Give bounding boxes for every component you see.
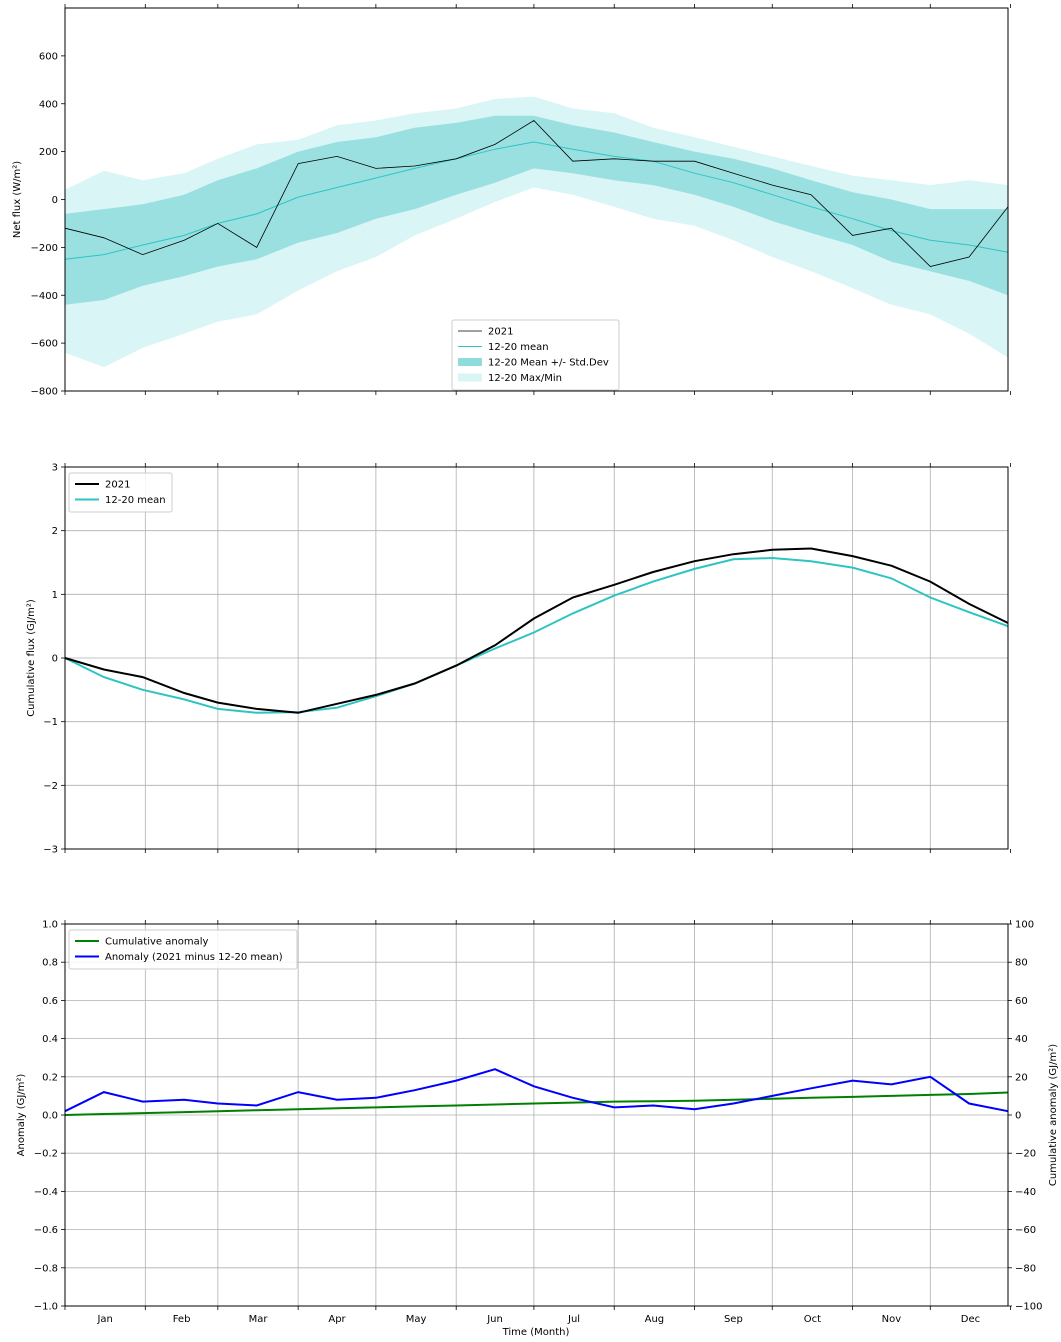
- month-label: Jul: [567, 1314, 580, 1325]
- series-line: [64, 547, 1009, 714]
- month-label: May: [406, 1314, 427, 1325]
- y-right-tick-label: −80: [1015, 1263, 1036, 1274]
- y-tick-label: −1: [43, 717, 58, 728]
- y-axis-title: Anomaly (GJ/m²): [16, 1074, 27, 1157]
- legend-label: 12-20 Mean +/- Std.Dev: [488, 358, 609, 369]
- y-tick-label: −1.0: [34, 1302, 58, 1313]
- net-flux-panel: −800 −600 −400 −200 0 200 400 600 Net flux (W/m²…: [12, 4, 1011, 398]
- y-tick-label: 0.6: [42, 996, 58, 1007]
- legend-label: 2021: [105, 480, 130, 491]
- y-right-tick-label: 60: [1015, 996, 1028, 1007]
- legend-label: 12-20 Max/Min: [488, 373, 562, 384]
- month-label: Sep: [724, 1314, 743, 1325]
- month-label: Jan: [96, 1314, 112, 1325]
- y-tick-label: 600: [39, 51, 58, 62]
- y-tick-label: 1.0: [42, 920, 58, 931]
- legend-box: [451, 319, 620, 391]
- month-label: Oct: [804, 1314, 821, 1325]
- y-right-tick-label: −100: [1015, 1302, 1042, 1313]
- plot-frame: [64, 923, 1009, 1307]
- month-label: Feb: [173, 1314, 191, 1325]
- month-label: Apr: [328, 1314, 346, 1325]
- legend-label: 12-20 mean: [488, 342, 549, 353]
- y-tick-label: 0.8: [42, 958, 58, 969]
- y-tick-label: 0.0: [42, 1111, 58, 1122]
- y-tick-label: −2: [43, 781, 58, 792]
- y-axis-title: Cumulative flux (GJ/m²): [26, 599, 37, 717]
- month-label: Nov: [882, 1314, 902, 1325]
- legend-label: 12-20 mean: [105, 495, 166, 506]
- series-line: [64, 1091, 1009, 1116]
- y-right-tick-label: −40: [1015, 1187, 1036, 1198]
- cumulative-flux-panel: −3 −2 −1 0 1 2 3 Cumulative flux (GJ/m²) 2021 12-…: [26, 463, 1011, 856]
- y-tick-label: 200: [39, 147, 58, 158]
- y-tick-label: 0.2: [42, 1072, 58, 1083]
- y-tick-label: −3: [43, 845, 58, 856]
- series-line: [64, 1068, 1009, 1113]
- month-label: Jun: [486, 1314, 503, 1325]
- obs-2021-line: [64, 119, 1009, 267]
- y-tick-label: 0.4: [42, 1034, 58, 1045]
- y-tick-label: −0.2: [34, 1149, 58, 1160]
- y-axis-title: Net flux (W/m²): [12, 161, 23, 238]
- y-tick-label: −200: [31, 243, 58, 254]
- y-tick-label: −0.6: [34, 1225, 58, 1236]
- y-tick-label: 1: [52, 590, 58, 601]
- y-tick-label: 3: [52, 463, 58, 474]
- y-tick-label: 0: [52, 654, 58, 665]
- y-tick-label: 400: [39, 99, 58, 110]
- plot-frame: [64, 7, 1009, 392]
- legend-box: [68, 472, 173, 513]
- legend-swatch: [458, 358, 482, 366]
- legend-label: Cumulative anomaly: [105, 937, 208, 948]
- y-right-tick-label: 20: [1015, 1072, 1028, 1083]
- legend-label: Anomaly (2021 minus 12-20 mean): [105, 952, 283, 963]
- month-label: Aug: [645, 1314, 665, 1325]
- plot-frame: [64, 466, 1009, 850]
- y-tick-label: −800: [31, 387, 58, 398]
- y-tick-label: 2: [52, 526, 58, 537]
- y-tick-label: 0: [52, 195, 58, 206]
- month-label: Mar: [249, 1314, 269, 1325]
- y-right-tick-label: −20: [1015, 1149, 1036, 1160]
- legend-label: 2021: [488, 327, 513, 338]
- y-tick-label: −0.4: [34, 1187, 58, 1198]
- legend-swatch: [458, 373, 482, 382]
- x-axis-title: Time (Month): [502, 1327, 570, 1338]
- y-right-axis-title: Cumulative anomaly (GJ/m²): [1048, 1044, 1059, 1186]
- y-right-tick-label: 100: [1015, 920, 1034, 931]
- series-line: [64, 556, 1009, 714]
- y-right-tick-label: −60: [1015, 1225, 1036, 1236]
- y-right-tick-label: 0: [1015, 1111, 1021, 1122]
- y-right-tick-label: 40: [1015, 1034, 1028, 1045]
- y-right-tick-label: 80: [1015, 958, 1028, 969]
- legend-box: [68, 929, 298, 970]
- y-tick-label: −0.8: [34, 1263, 58, 1274]
- month-label: Dec: [961, 1314, 980, 1325]
- y-tick-label: −400: [31, 291, 58, 302]
- anomaly-panel: −1.0 −0.8 −0.6 −0.4 −0.2 0.0 0.2 0.4 0.6 0.8 1.0 An…: [16, 920, 1059, 1326]
- y-tick-label: −600: [31, 339, 58, 350]
